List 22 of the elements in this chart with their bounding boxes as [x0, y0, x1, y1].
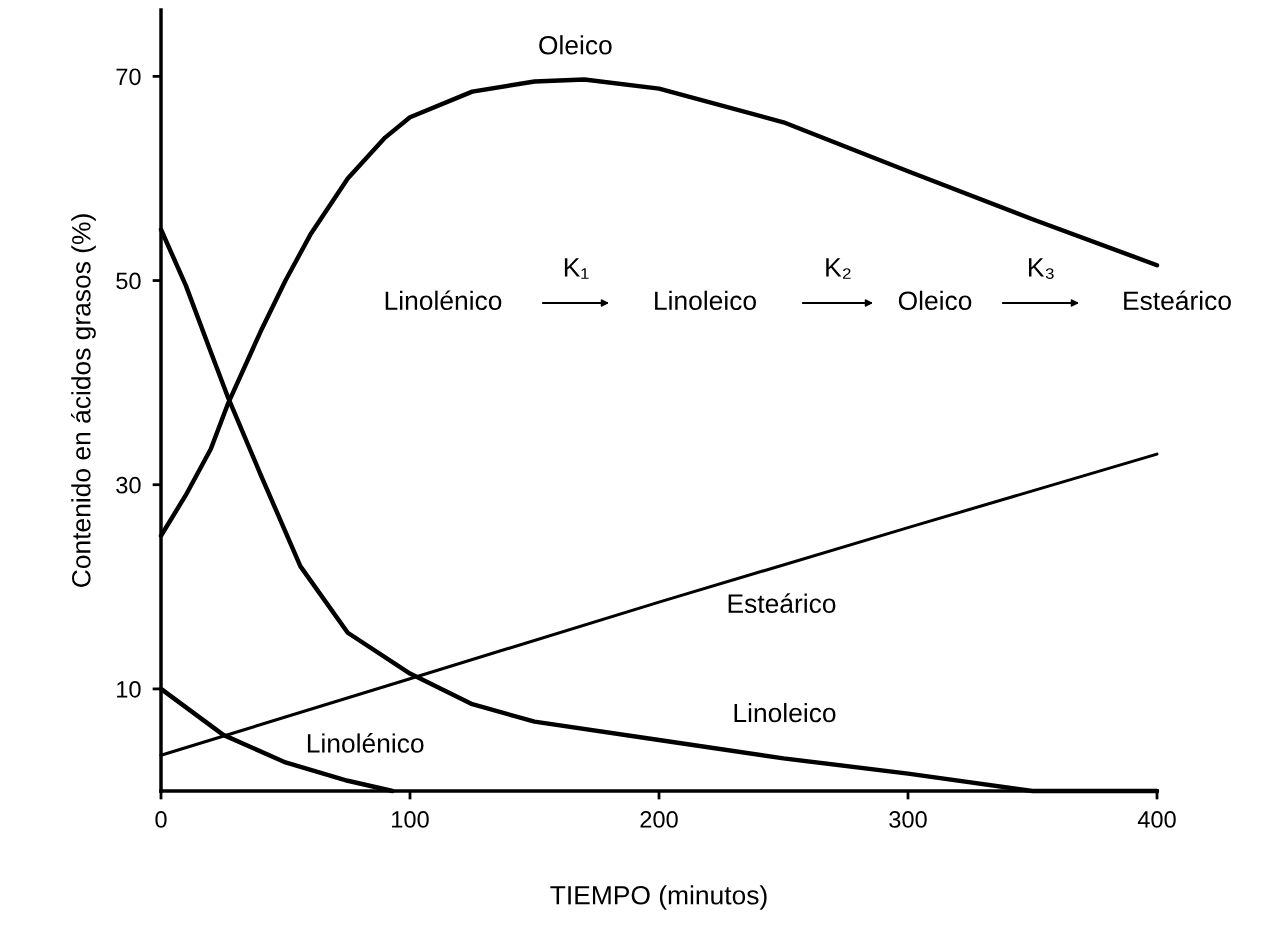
y-axis-title: Contenido en ácidos grasos (%): [70, 214, 96, 587]
y-tick-label: 30: [116, 476, 141, 494]
annotation: K₂: [826, 258, 851, 279]
y-tick-label: 10: [117, 680, 141, 698]
series-label: Esteárico: [728, 593, 836, 613]
series-label: Oleico: [539, 35, 612, 55]
series-label: Linolénico: [307, 733, 424, 753]
x-tick-label: 400: [1137, 811, 1176, 828]
annotation: Esteárico: [1124, 290, 1231, 311]
annotation: K₃: [1028, 258, 1054, 279]
x-tick-label: 200: [640, 811, 678, 828]
annotation: Linolénico: [385, 290, 502, 311]
annotation: Linoleico: [655, 290, 756, 311]
annotation: Oleico: [898, 290, 972, 311]
annotation: K₁: [564, 258, 589, 279]
x-tick-label: 100: [392, 811, 429, 828]
y-tick-label: 50: [116, 272, 141, 290]
x-axis-title: TIEMPO (minutos): [550, 885, 767, 910]
x-tick-label: 300: [889, 811, 927, 828]
series-label: Linoleico: [734, 702, 836, 723]
y-tick-label: 70: [116, 68, 141, 86]
x-tick-label: 0: [155, 811, 167, 828]
